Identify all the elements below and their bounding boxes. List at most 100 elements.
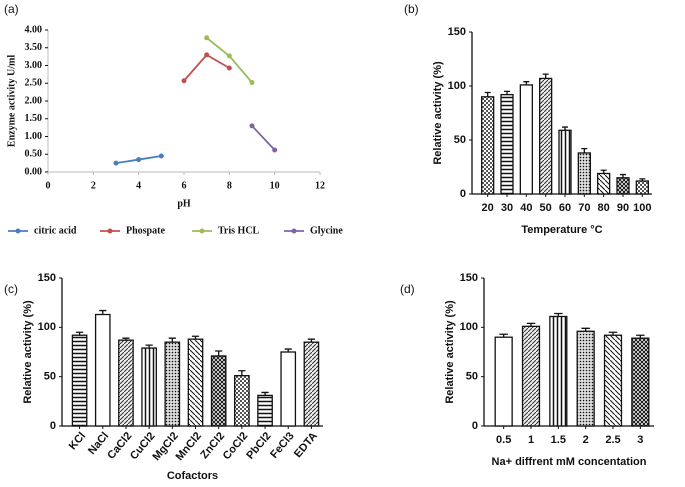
y-axis-title: Relative activity (%): [22, 300, 34, 404]
bar: [71, 334, 88, 427]
error-bar: [608, 331, 618, 336]
point: [136, 157, 142, 163]
point: [226, 65, 232, 71]
bar: [94, 313, 111, 427]
bar: [631, 337, 650, 427]
bar: [187, 338, 204, 427]
y-tick-label: 2.50: [25, 78, 43, 89]
x-axis-title: Cofactors: [167, 470, 218, 482]
error-bar: [122, 337, 130, 341]
panel-label: (c): [4, 282, 18, 296]
y-tick-label: 3.00: [25, 60, 43, 71]
bar: [597, 172, 611, 195]
error-bar: [526, 322, 536, 327]
y-tick-label: 4.00: [25, 24, 43, 35]
x-tick-label: 70: [578, 202, 590, 214]
bar: [635, 180, 649, 195]
point: [226, 53, 232, 59]
bar: [118, 339, 134, 427]
legend-label: Glycine: [310, 225, 343, 236]
bar: [234, 375, 250, 427]
x-tick-label: 2: [583, 434, 589, 446]
x-tick-label: FeCl3: [268, 430, 296, 461]
x-tick-label: 10: [270, 180, 280, 191]
bar: [549, 315, 568, 427]
y-axis-title: Relative activity (%): [444, 300, 456, 404]
x-tick-label: 2.5: [605, 434, 620, 446]
y-tick-label: 50: [44, 371, 56, 383]
series-line: [183, 53, 230, 82]
bar: [481, 96, 495, 195]
bar: [558, 129, 572, 195]
y-axis-title: Relative activity (%): [432, 61, 444, 165]
error-bar: [261, 391, 269, 396]
error-bar: [620, 173, 626, 178]
error-bar: [99, 309, 107, 315]
error-bar: [523, 81, 530, 85]
bar: [494, 336, 513, 427]
error-bar: [307, 338, 316, 343]
x-tick-label: 0: [46, 180, 51, 191]
point: [204, 35, 210, 41]
legend-marker: [199, 228, 205, 234]
series-line: [251, 125, 276, 151]
y-tick-label: 0: [472, 420, 478, 432]
bar: [539, 77, 553, 195]
y-tick-label: 150: [38, 272, 56, 284]
point: [158, 153, 164, 159]
y-tick-label: 50: [454, 134, 466, 146]
error-bar: [284, 348, 292, 352]
y-tick-label: 0.00: [25, 166, 43, 177]
bar: [521, 325, 541, 427]
bar: [141, 347, 157, 427]
error-bar: [238, 370, 246, 376]
y-tick-label: 100: [460, 321, 478, 333]
error-bar: [191, 335, 200, 340]
x-tick-label: PbCl2: [244, 430, 273, 462]
y-tick-label: 0: [50, 420, 56, 432]
x-tick-label: CoCl2: [221, 430, 251, 462]
error-bar: [581, 327, 590, 332]
error-bar: [168, 337, 176, 343]
x-axis-title: Temperature °C: [521, 224, 602, 236]
error-bar: [562, 126, 568, 131]
x-tick-label: 0.5: [496, 434, 511, 446]
x-tick-label: 30: [501, 202, 513, 214]
x-tick-label: 2: [91, 180, 96, 191]
error-bar: [145, 344, 153, 349]
y-tick-label: 50: [466, 371, 478, 383]
error-bar: [554, 312, 563, 317]
bar: [210, 355, 227, 427]
error-bar: [499, 333, 508, 338]
y-tick-label: 100: [448, 80, 466, 92]
x-tick-label: 90: [617, 202, 629, 214]
y-tick-label: 2.00: [25, 95, 43, 106]
point: [204, 52, 210, 58]
error-bar: [542, 73, 549, 79]
x-tick-label: 100: [633, 202, 651, 214]
bar: [280, 351, 297, 427]
x-tick-label: 1: [528, 434, 534, 446]
x-tick-label: 60: [559, 202, 571, 214]
x-tick-label: 6: [182, 180, 187, 191]
y-tick-label: 1.50: [25, 113, 43, 124]
x-tick-label: 12: [315, 180, 325, 191]
x-tick-label: EDTA: [292, 430, 320, 460]
x-axis-title: pH: [177, 198, 191, 209]
x-axis-title: Na+ diffrent mM concentation: [492, 456, 647, 468]
point: [249, 123, 255, 129]
y-tick-label: 0: [460, 188, 466, 200]
bar: [616, 177, 630, 195]
point: [113, 160, 119, 166]
error-bar: [600, 169, 607, 174]
y-tick-label: 3.50: [25, 42, 43, 53]
x-tick-label: 50: [540, 202, 552, 214]
bar: [257, 394, 273, 427]
y-tick-label: 0.50: [25, 149, 43, 160]
panel-label: (d): [400, 282, 415, 296]
panel-label: (a): [4, 2, 19, 16]
x-tick-label: 80: [598, 202, 610, 214]
x-tick-label: 4: [136, 180, 141, 191]
y-axis-title: Enzyme activity U/ml: [6, 55, 17, 147]
